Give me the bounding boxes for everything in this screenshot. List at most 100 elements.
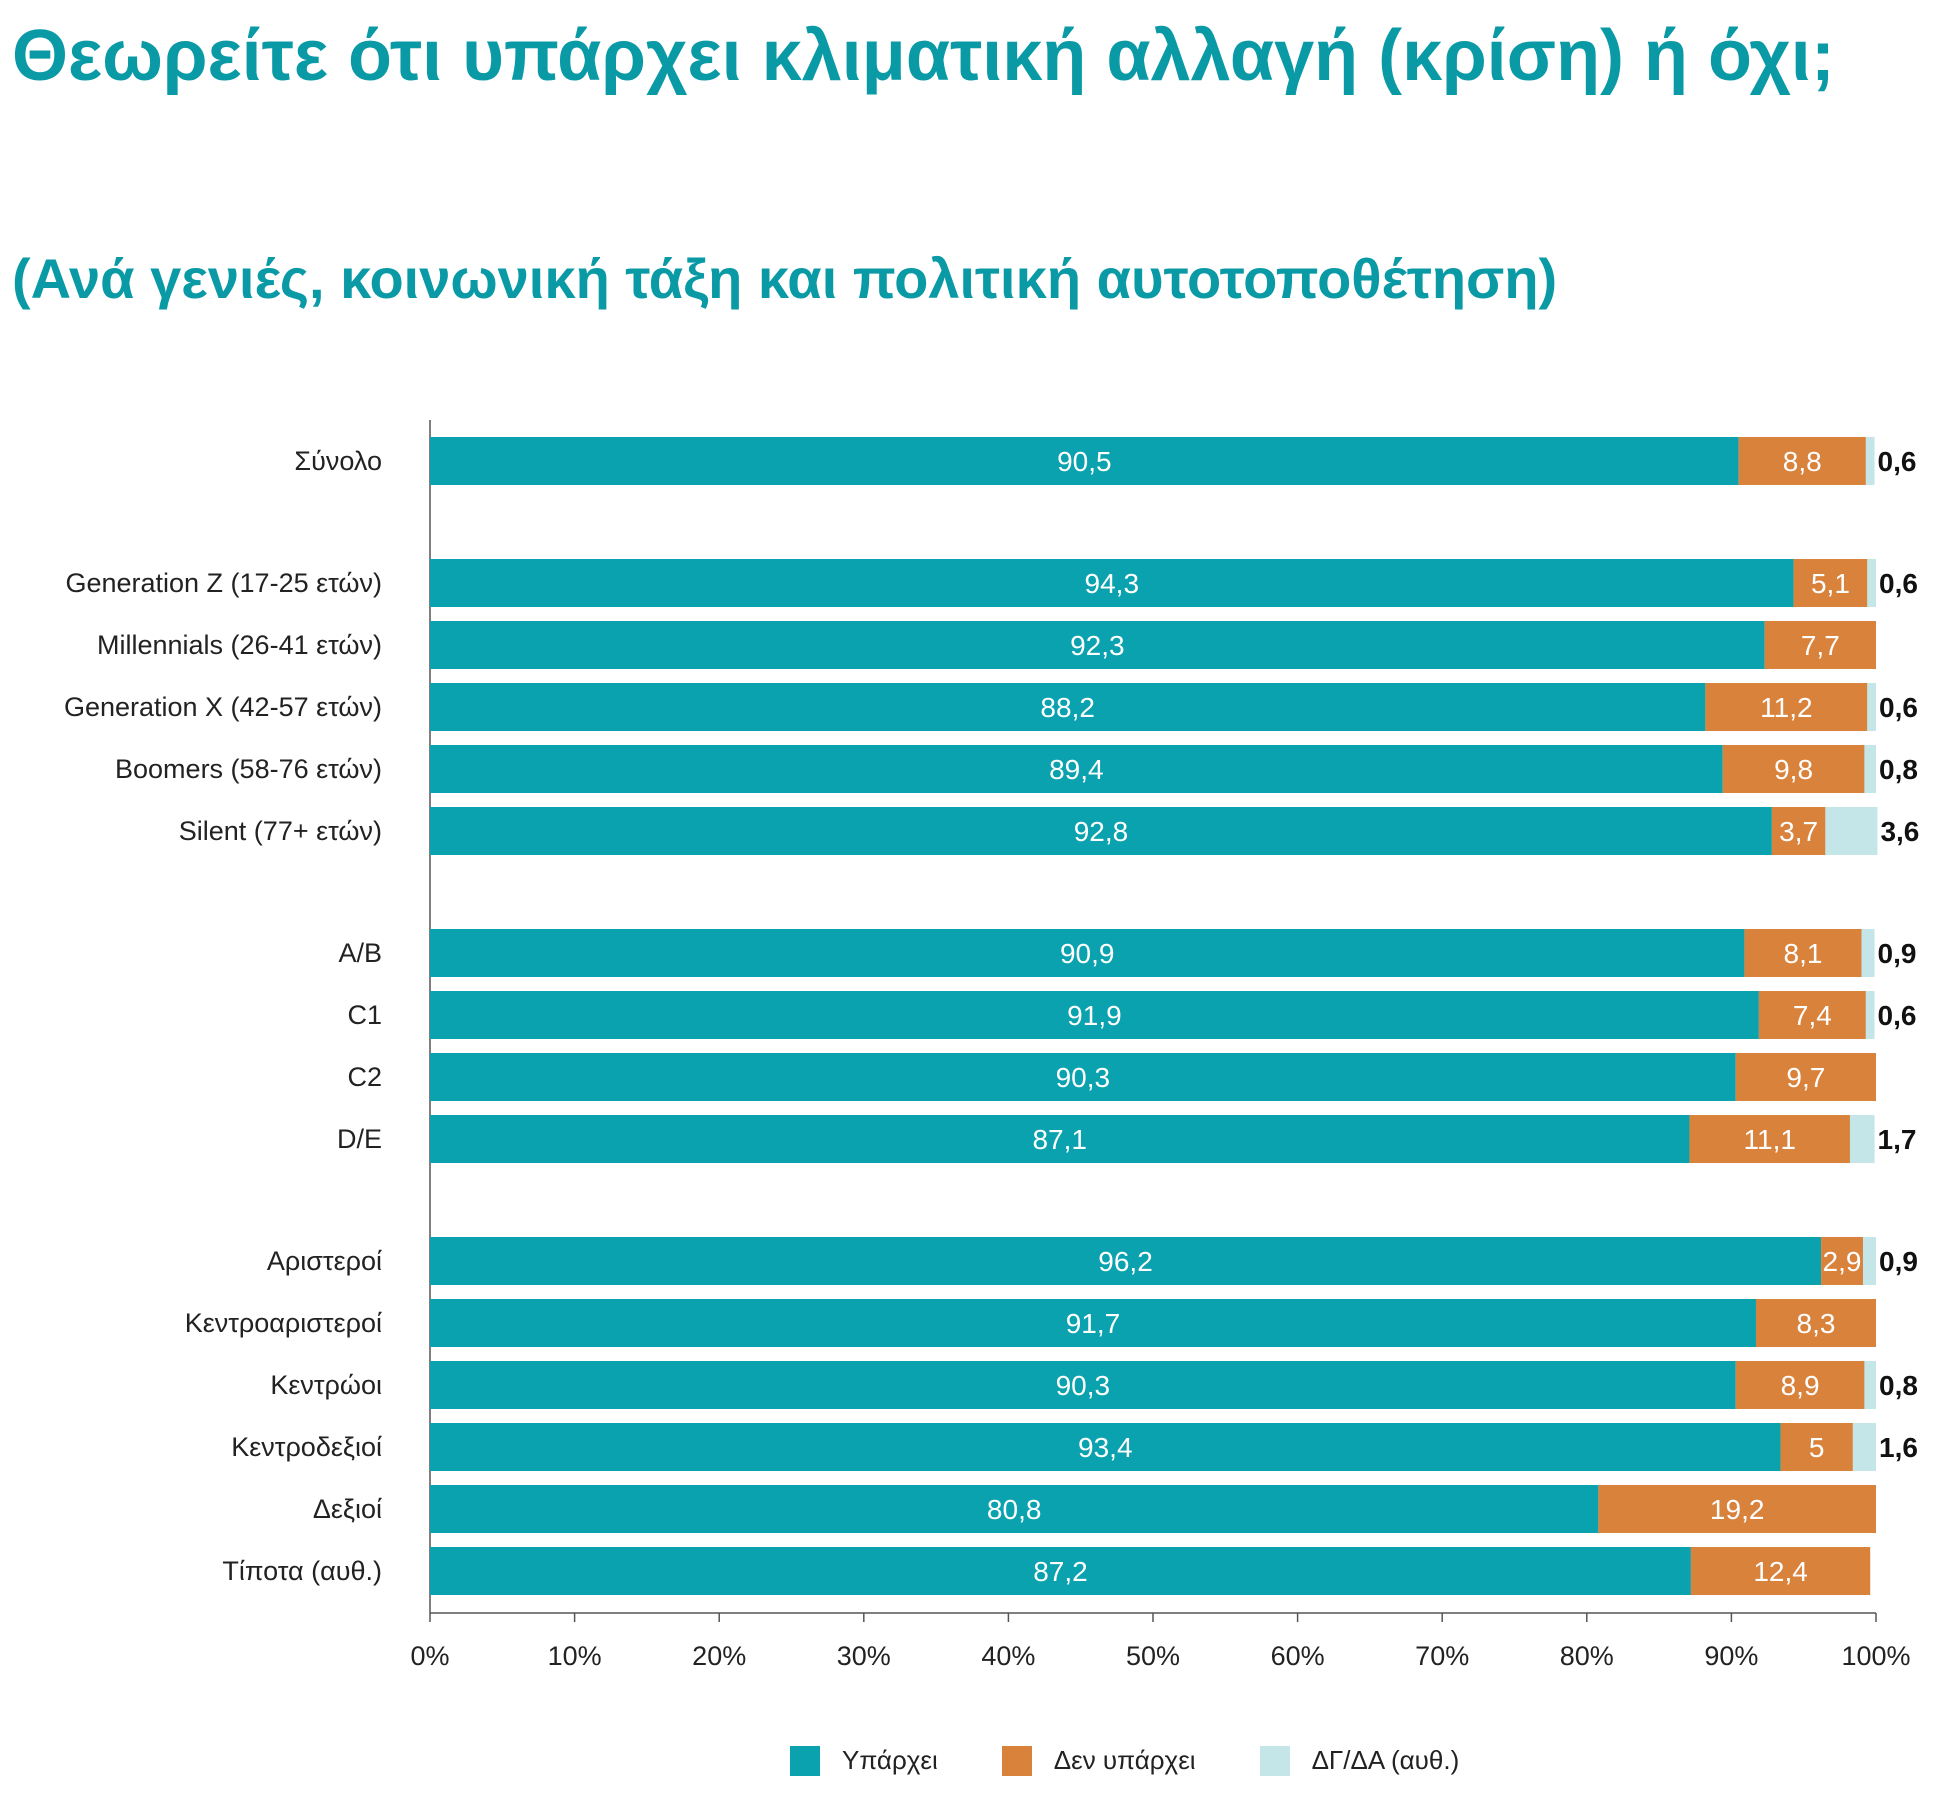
bar-segment [430,1299,1756,1347]
category-label: Δεξιοί [313,1494,382,1524]
data-label: 0,9 [1879,1246,1918,1277]
bar-segment [1865,437,1875,485]
data-label: 5,1 [1811,568,1850,599]
bar-segment [1821,1237,1863,1285]
category-label: D/E [337,1124,382,1154]
category-label: Κεντροαριστεροί [185,1308,382,1338]
x-tick-label: 0% [410,1641,449,1671]
data-label: 0,8 [1879,1370,1918,1401]
category-label: Generation X (42-57 ετών) [64,692,382,722]
data-label: 92,8 [1074,816,1129,847]
data-label: 0,6 [1879,568,1918,599]
data-label: 90,5 [1057,446,1112,477]
category-label: Generation Z (17-25 ετών) [65,568,382,598]
bar-segment [430,1115,1690,1163]
data-label: 1,7 [1878,1124,1917,1155]
data-label: 0,9 [1878,938,1917,969]
data-label: 3,6 [1880,816,1919,847]
bar-segment [430,621,1765,669]
data-label: 8,3 [1797,1308,1836,1339]
bar-segment [1764,621,1876,669]
bar-segment [1738,437,1866,485]
data-label: 5 [1809,1432,1825,1463]
data-label: 94,3 [1085,568,1140,599]
chart-subtitle: (Ανά γενιές, κοινωνική τάξη και πολιτική… [12,247,1558,310]
category-label: Κεντροδεξιοί [231,1432,382,1462]
data-label: 19,2 [1710,1494,1765,1525]
category-label: C1 [347,1000,382,1030]
category-label: Millennials (26-41 ετών) [97,630,382,660]
data-label: 91,9 [1067,1000,1122,1031]
data-label: 90,9 [1060,938,1115,969]
stacked-bar-chart: 0% 10% 20% 30% 40% 50% 60% 70% 80% 90% 100% Σύνολο 9… [64,420,1919,1671]
bar-segment [430,991,1759,1039]
data-label: 87,1 [1032,1124,1087,1155]
data-label: 90,3 [1056,1062,1111,1093]
bar-segment [1735,1361,1865,1409]
legend-label-dk-na: ΔΓ/ΔΑ (αυθ.) [1311,1745,1460,1775]
bar-segment [430,559,1794,607]
data-label: 11,1 [1744,1124,1796,1155]
category-label: Silent (77+ ετών) [179,816,382,846]
bar-segment [1744,929,1862,977]
data-label: 0,6 [1878,446,1917,477]
bar-segment [1861,929,1875,977]
bar-segment [1793,559,1868,607]
data-label: 92,3 [1070,630,1125,661]
x-tick-label: 40% [981,1641,1035,1671]
x-tick-label: 70% [1415,1641,1469,1671]
bar-segment [1690,1547,1871,1595]
data-label: 11,2 [1760,692,1812,723]
bar-segment [1867,559,1876,607]
category-label: Boomers (58-76 ετών) [115,754,382,784]
bar-segment [1735,1053,1876,1101]
bar-segment [1758,991,1866,1039]
x-tick-label: 60% [1271,1641,1325,1671]
bar-segment [430,1053,1736,1101]
category-label: Σύνολο [294,446,382,476]
data-label: 8,1 [1784,938,1823,969]
data-label: 8,8 [1783,446,1822,477]
bar-segment [1825,807,1878,855]
bar-segment [430,807,1772,855]
legend-swatch-exists [790,1745,820,1776]
data-label: 87,2 [1033,1556,1088,1587]
x-tick-label: 30% [837,1641,891,1671]
data-label: 0,6 [1878,1000,1917,1031]
bar-segment [430,683,1706,731]
legend-label-exists: Υπάρχει [842,1745,938,1775]
bar-segment [1722,745,1865,793]
data-label: 90,3 [1056,1370,1111,1401]
legend-swatch-dk-na [1259,1745,1290,1776]
data-label: 89,4 [1049,754,1104,785]
data-label: 7,7 [1801,630,1840,661]
chart-title: Θεωρείτε ότι υπάρχει κλιματική αλλαγή (κ… [12,16,1835,96]
legend-item-dk-na: ΔΓ/ΔΑ (αυθ.) [1259,1745,1460,1776]
data-label: 9,8 [1774,754,1813,785]
data-label: 80,8 [987,1494,1042,1525]
category-label: A/B [338,938,382,968]
category-label: Τίποτα (αυθ.) [222,1556,382,1586]
bar-segment [1849,1115,1875,1163]
bar-segment [430,745,1723,793]
bar-segment [1865,991,1875,1039]
bar-segment [430,1361,1736,1409]
data-label: 96,2 [1098,1246,1153,1277]
data-label: 7,4 [1793,1000,1832,1031]
bar-segment [1705,683,1868,731]
x-tick-label: 100% [1841,1641,1910,1671]
data-label: 12,4 [1753,1556,1808,1587]
bar-segment [1867,683,1876,731]
legend-label-not-exists: Δεν υπάρχει [1053,1745,1196,1775]
bar-segment [1864,1361,1876,1409]
bar-segment [1771,807,1826,855]
data-label: 9,7 [1786,1062,1825,1093]
bar-segment [430,437,1739,485]
data-label: 0,8 [1879,754,1918,785]
bar-segment [1862,1237,1876,1285]
category-label: Κεντρώοι [270,1370,382,1400]
data-label: 93,4 [1078,1432,1133,1463]
data-label: 1,6 [1879,1432,1918,1463]
legend-item-not-exists: Δεν υπάρχει [1001,1745,1196,1776]
data-label: 8,9 [1781,1370,1820,1401]
